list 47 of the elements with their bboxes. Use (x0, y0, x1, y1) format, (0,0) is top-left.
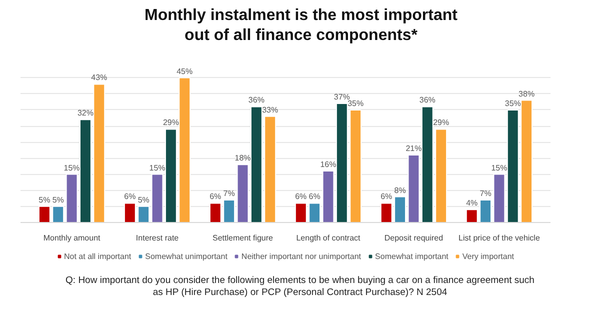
bar (236, 164, 249, 222)
x-tick-label: List price of the vehicle (458, 234, 540, 242)
chart-title: Monthly instalment is the most important out of all finance components* (144, 6, 458, 46)
x-tick-label: Length of contract (296, 234, 362, 242)
data-label: 4% (466, 198, 478, 208)
data-label: 6% (380, 192, 392, 202)
data-label: 15% (149, 163, 166, 172)
data-label: 33% (262, 105, 278, 114)
text: Q: How important do you consider the following elements to be when buying a car on a finance agreement such as HP (Hire Purchase) or PCP (Personal Contract Purchase)? N 2504 (64, 275, 536, 299)
legend-label: Not at all important (64, 251, 132, 261)
data-label: 32% (77, 108, 94, 118)
data-label: 36% (419, 96, 436, 105)
data-label: 6% (210, 192, 222, 202)
bar (408, 154, 420, 222)
bar (151, 174, 164, 222)
data-label: 16% (320, 160, 336, 170)
data-label: 7% (223, 188, 235, 198)
data-label: 45% (176, 66, 193, 76)
data-label: 5% (38, 195, 50, 204)
legend-label: Somewhat important (375, 251, 448, 261)
data-label: 8% (394, 186, 406, 195)
data-label: 15% (491, 163, 508, 172)
data-label: 38% (518, 89, 535, 98)
data-label: 7% (480, 188, 492, 198)
data-label: 36% (248, 96, 264, 105)
data-label: 43% (91, 73, 108, 82)
legend-label: Very important (462, 251, 514, 261)
data-label: 5% (52, 195, 64, 204)
data-label: 15% (64, 163, 80, 172)
data-label: 6% (295, 192, 307, 202)
data-label: 6% (308, 192, 320, 202)
x-tick-label: Monthly amount (43, 234, 102, 242)
data-label: 35% (504, 98, 521, 108)
data-label: 29% (162, 118, 179, 128)
data-label: 29% (433, 118, 450, 128)
data-label: 35% (348, 98, 364, 108)
x-tick-label: Deposit required (384, 234, 444, 242)
data-label: 5% (138, 195, 150, 204)
data-label: 21% (406, 144, 422, 153)
x-tick-label: Settlement figure (212, 234, 274, 242)
data-label: 18% (234, 154, 251, 163)
bar (322, 170, 334, 222)
legend-label: Neither important nor unimportant (241, 251, 362, 261)
data-label: 6% (124, 192, 136, 202)
data-label: 37% (334, 92, 350, 102)
x-tick-label: Interest rate (136, 234, 180, 242)
legend-label: Somewhat unimportant (145, 251, 228, 261)
